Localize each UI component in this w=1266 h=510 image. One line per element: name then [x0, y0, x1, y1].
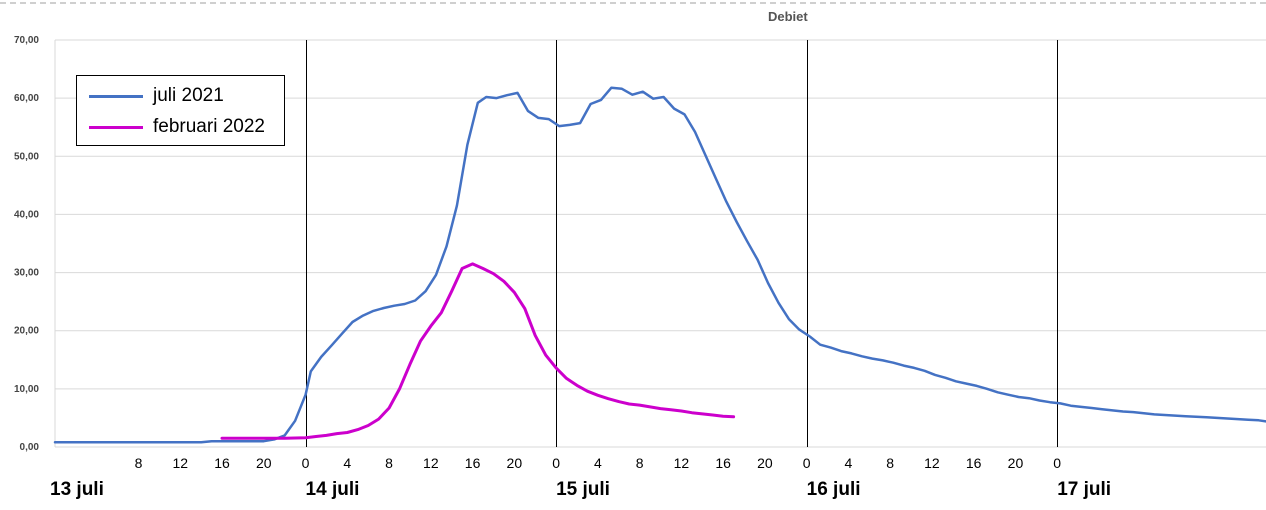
y-tick-label-2: 20,00 [14, 326, 39, 337]
x-tick-label-2: 16 [214, 455, 230, 471]
legend-swatch-juli-2021 [89, 94, 143, 98]
day-label-1: 14 juli [306, 479, 360, 500]
x-tick-label-18: 8 [886, 455, 894, 471]
y-tick-label-5: 50,00 [14, 151, 39, 162]
chart-title: Debiet [768, 9, 808, 24]
legend-item-februari-2022: februari 2022 [89, 116, 265, 138]
day-label-3: 16 juli [807, 479, 861, 500]
y-tick-label-3: 30,00 [14, 268, 39, 279]
x-tick-label-19: 12 [924, 455, 940, 471]
x-tick-label-17: 4 [845, 455, 853, 471]
x-tick-label-11: 4 [594, 455, 602, 471]
x-tick-label-15: 20 [757, 455, 773, 471]
x-tick-label-10: 0 [552, 455, 560, 471]
x-tick-label-4: 0 [302, 455, 310, 471]
day-label-0: 13 juli [50, 479, 104, 500]
y-tick-label-0: 0,00 [20, 442, 40, 453]
legend: juli 2021 februari 2022 [76, 75, 285, 146]
x-tick-label-8: 16 [465, 455, 481, 471]
series-line-0 [53, 86, 1266, 444]
x-tick-label-13: 12 [674, 455, 690, 471]
legend-label-februari-2022: februari 2022 [153, 116, 265, 137]
y-tick-label-7: 70,00 [14, 35, 39, 46]
x-axis: 8 12 16 20 0 4 8 12 16 20 0 4 8 12 16 20 0 4 8 12 16 20 0 13 ju… [50, 455, 1111, 500]
x-tick-label-12: 8 [636, 455, 644, 471]
x-tick-label-1: 12 [172, 455, 188, 471]
x-tick-label-0: 8 [135, 455, 143, 471]
x-tick-label-22: 0 [1053, 455, 1061, 471]
x-tick-label-14: 16 [715, 455, 731, 471]
y-tick-label-4: 40,00 [14, 209, 39, 220]
day-label-4: 17 juli [1057, 479, 1111, 500]
top-dashed-border [0, 2, 1266, 4]
legend-item-juli-2021: juli 2021 [89, 85, 224, 107]
x-tick-label-6: 8 [385, 455, 393, 471]
legend-label-juli-2021: juli 2021 [153, 85, 224, 106]
x-tick-label-21: 20 [1008, 455, 1024, 471]
series-lines [53, 86, 1266, 444]
x-tick-label-16: 0 [803, 455, 811, 471]
y-axis: 0,00 10,00 20,00 30,00 40,00 50,00 60,00 70,00 [14, 35, 39, 453]
legend-swatch-februari-2022 [89, 125, 143, 129]
day-label-2: 15 juli [556, 479, 610, 500]
x-tick-label-20: 16 [966, 455, 982, 471]
day-separator-lines [306, 40, 1058, 447]
x-tick-label-5: 4 [343, 455, 351, 471]
x-tick-label-3: 20 [256, 455, 272, 471]
x-tick-label-9: 20 [507, 455, 523, 471]
y-tick-label-6: 60,00 [14, 93, 39, 104]
y-tick-label-1: 10,00 [14, 384, 39, 395]
series-line-1 [220, 262, 736, 440]
x-tick-label-7: 12 [423, 455, 439, 471]
